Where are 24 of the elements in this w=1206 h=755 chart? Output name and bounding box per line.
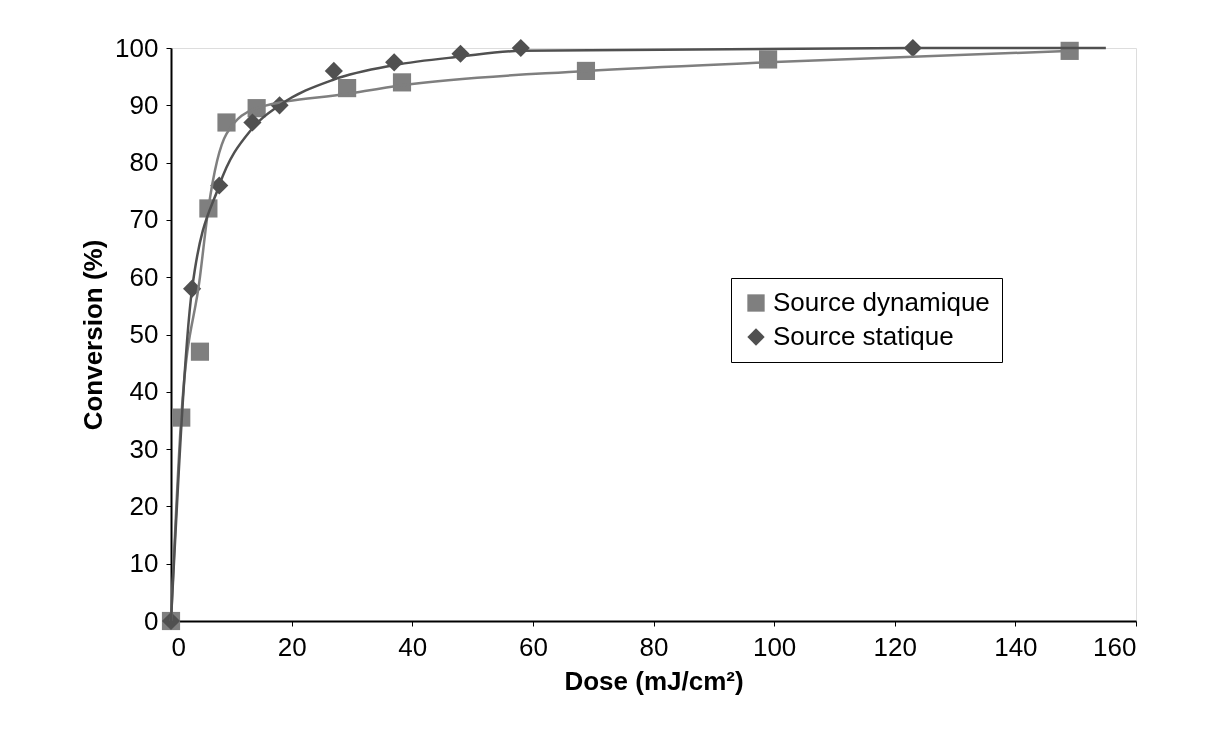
y-tick-label: 10 (129, 548, 159, 579)
y-tick-label: 70 (129, 204, 159, 235)
y-tick-label: 30 (129, 433, 159, 464)
x-tick-label: 40 (398, 631, 428, 662)
x-tick-label: 20 (277, 631, 307, 662)
x-axis-title: Dose (mJ/cm²) (564, 665, 744, 696)
legend-label: Source dynamique (773, 287, 990, 317)
x-tick-label: 80 (639, 631, 669, 662)
y-tick-label: 20 (129, 490, 159, 521)
y-tick-label: 60 (129, 261, 159, 292)
y-tick-label: 0 (144, 605, 159, 636)
x-tick-label: 0 (171, 631, 186, 662)
x-tick-label: 140 (994, 631, 1038, 662)
x-tick-label: 120 (873, 631, 917, 662)
y-tick-label: 50 (129, 319, 159, 349)
y-tick-label: 40 (129, 376, 159, 407)
y-axis-title: Conversion (%) (78, 239, 109, 431)
y-tick-label: 100 (115, 32, 159, 63)
legend-label: Source statique (773, 321, 954, 351)
y-tick-label: 90 (129, 89, 159, 120)
x-tick-label: 160 (1093, 631, 1137, 662)
x-tick-label: 100 (752, 631, 797, 662)
x-tick-label: 60 (518, 631, 548, 662)
y-tick-label: 80 (129, 147, 159, 178)
